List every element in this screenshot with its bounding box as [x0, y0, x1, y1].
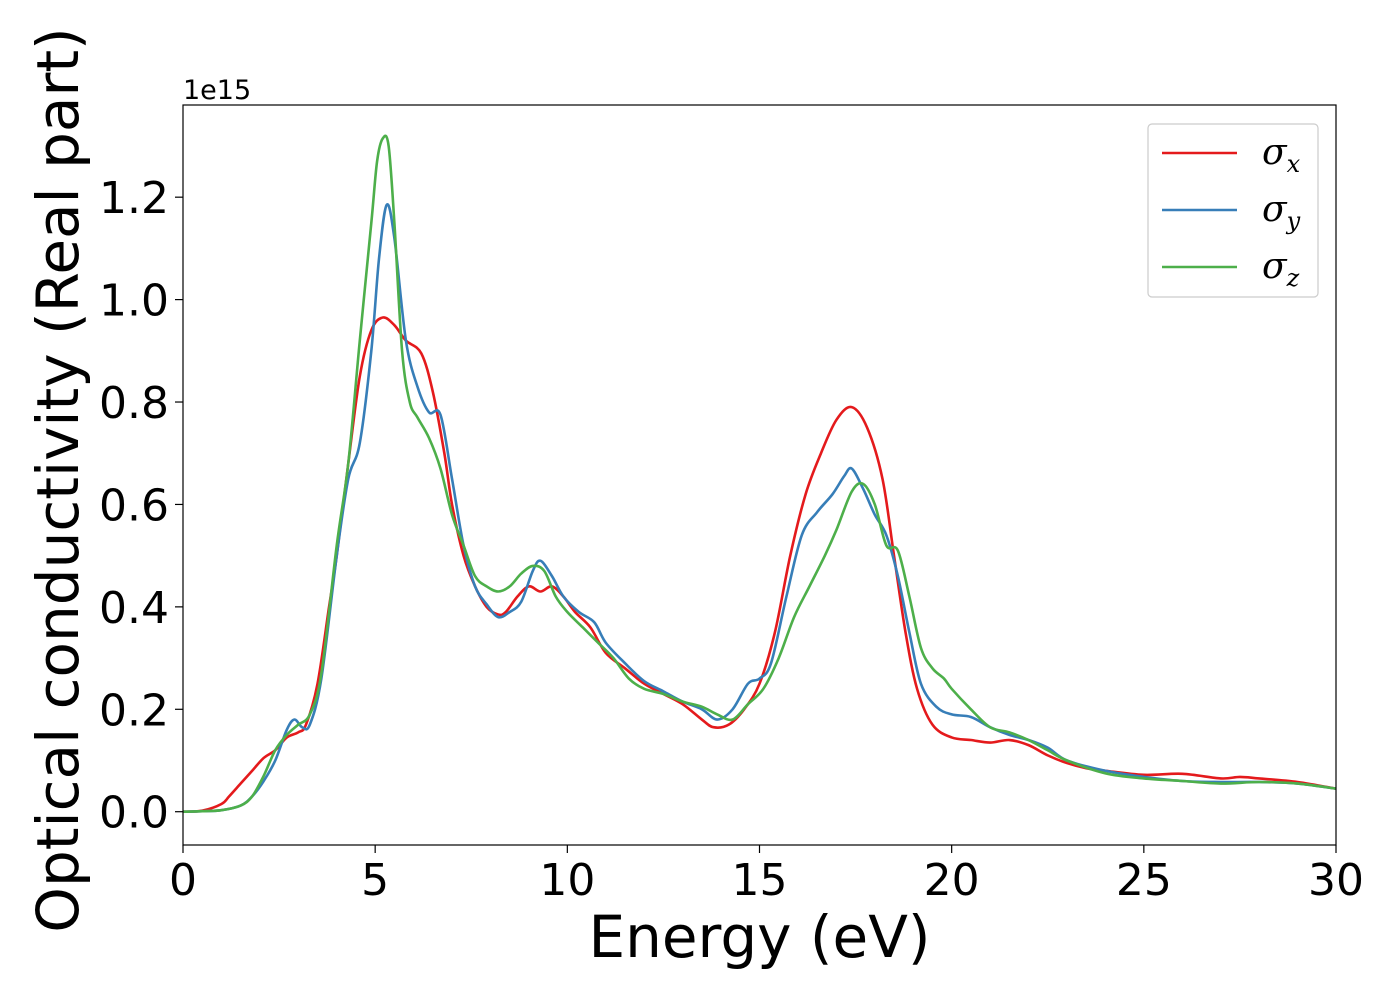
x-tick-label: 15 — [732, 855, 788, 906]
y-tick-label: 0.8 — [99, 378, 169, 429]
legend-subscript: y — [1286, 207, 1301, 235]
x-tick-label: 20 — [924, 855, 980, 906]
y-tick-label: 0.0 — [99, 788, 169, 839]
legend-label-x: σx — [1262, 132, 1301, 178]
x-tick-label: 5 — [361, 855, 389, 906]
legend-symbol: σ — [1262, 132, 1288, 173]
legend-symbol: σ — [1262, 189, 1288, 230]
x-tick-label: 10 — [539, 855, 595, 906]
y-tick-label: 0.2 — [99, 685, 169, 736]
legend-label-z: σz — [1262, 246, 1300, 292]
series-line-z — [182, 134, 1337, 814]
x-tick-label: 30 — [1308, 855, 1364, 906]
y-tick-label: 1.2 — [99, 173, 169, 224]
series-layer — [182, 134, 1337, 814]
y-axis-ticks: 0.0 0.2 0.4 0.6 0.8 1.0 1.2 — [99, 173, 183, 839]
y-tick-label: 1.0 — [99, 276, 169, 327]
y-offset-label: 1e15 — [183, 75, 251, 106]
y-tick-label: 0.6 — [99, 480, 169, 531]
legend-subscript: z — [1286, 264, 1300, 292]
x-tick-label: 25 — [1116, 855, 1172, 906]
y-tick-label: 0.4 — [99, 583, 169, 634]
legend-symbol: σ — [1262, 246, 1288, 287]
legend-subscript: x — [1287, 150, 1301, 178]
x-axis-ticks: 0 5 10 15 20 25 30 — [169, 845, 1364, 906]
legend-label-y: σy — [1262, 189, 1301, 235]
x-axis-label: Energy (eV) — [588, 903, 930, 971]
x-tick-label: 0 — [169, 855, 197, 906]
y-axis-label: Optical conductivity (Real part) — [24, 27, 92, 932]
